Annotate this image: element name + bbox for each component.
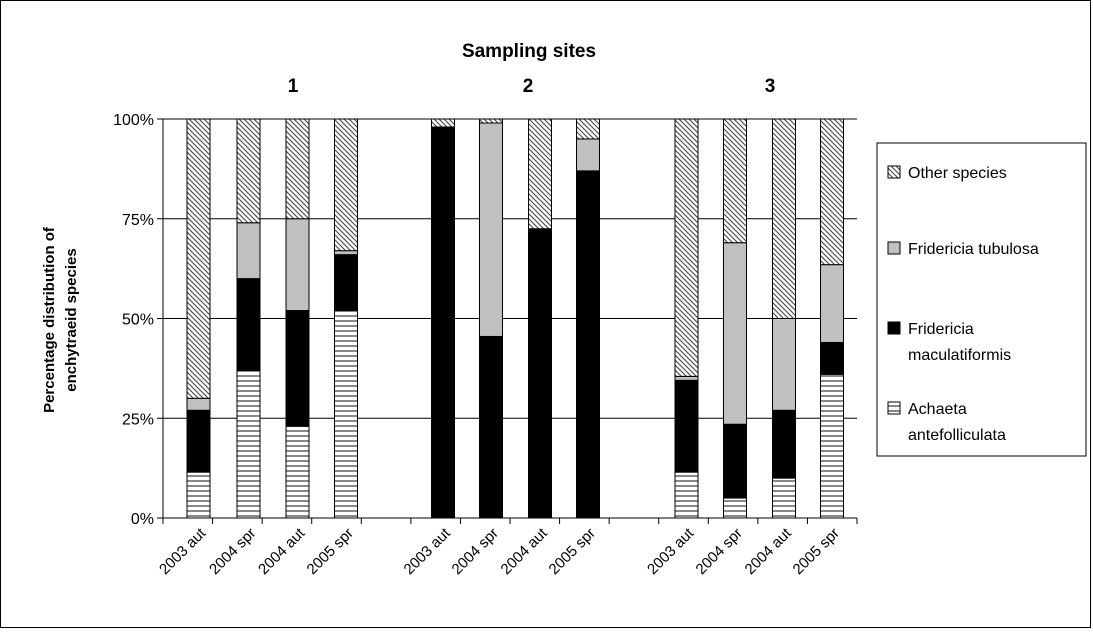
bar-segment-site1-2005-spr-solid <box>334 254 358 312</box>
bar-segment-site1-2005-spr-diag <box>334 118 358 252</box>
legend-label: Fridericia tubulosa <box>908 241 1039 258</box>
bar-segment-site1-2004-spr-hlines <box>236 369 261 519</box>
site-label-3: 3 <box>765 76 776 97</box>
legend-swatch-hlines <box>887 401 901 415</box>
bar-segment-site3-2003-aut-solid <box>674 379 699 473</box>
y-axis-label: Percentage distribution of enchytraeid sp… <box>41 226 80 413</box>
bar-segment-site1-2004-aut-hlines <box>285 425 310 519</box>
bar-segment-site3-2005-spr-solid <box>820 341 844 375</box>
bar-segment-site1-2003-aut-diag <box>186 118 211 399</box>
bar-segment-site2-2004-spr-solid <box>479 335 503 519</box>
x-tick-label: 2004 aut <box>742 524 796 578</box>
bar-segment-site3-2005-spr-hlines <box>820 373 844 519</box>
legend-swatch-gray <box>887 241 901 255</box>
y-axis-label-line: Percentage distribution of <box>41 226 58 413</box>
bar-segment-site3-2004-spr-gray <box>723 242 747 425</box>
x-tick-label: 2003 aut <box>401 524 455 578</box>
legend-label: Fridericia <box>908 321 974 338</box>
bar-segment-site1-2004-spr-diag <box>236 118 261 224</box>
bar-segment-site3-2004-spr-solid <box>723 423 747 499</box>
site-label-1: 1 <box>288 76 299 97</box>
chart-title: Sampling sites <box>462 41 596 62</box>
bar-segment-site1-2005-spr-hlines <box>334 310 358 519</box>
y-tick-label: 75% <box>122 212 154 229</box>
bar-segment-site3-2004-aut-gray <box>772 318 796 411</box>
y-tick-label: 50% <box>122 312 154 329</box>
x-tick-label: 2005 spr <box>304 525 357 578</box>
y-tick-label: 0% <box>131 511 154 528</box>
bar-segment-site2-2005-spr-solid <box>576 170 600 519</box>
bar-segment-site2-2005-spr-gray <box>576 138 600 172</box>
bar-segment-site3-2003-aut-diag <box>674 118 699 377</box>
bar-segment-site1-2003-aut-solid <box>186 409 211 473</box>
bar-segment-site3-2004-spr-diag <box>723 118 747 244</box>
legend-swatch-diag <box>887 165 901 179</box>
bar-segment-site1-2004-aut-diag <box>285 118 310 220</box>
y-axis-label-line: enchytraeid species <box>63 248 80 391</box>
bar-segment-site3-2005-spr-gray <box>820 264 844 343</box>
bar-segment-site3-2004-aut-hlines <box>772 477 796 519</box>
site-label-2: 2 <box>523 76 534 97</box>
legend-label: Achaeta <box>908 401 967 418</box>
bar-segment-site3-2004-spr-hlines <box>723 497 747 519</box>
legend-box <box>876 142 1087 457</box>
bar-segment-site3-2004-aut-diag <box>772 118 796 319</box>
bar-segment-site1-2004-spr-gray <box>236 222 261 280</box>
legend-swatch-solid <box>887 321 901 335</box>
bar-segment-site2-2005-spr-diag <box>576 118 600 140</box>
bar-segment-site3-2005-spr-diag <box>820 118 844 266</box>
bar-segment-site1-2004-spr-solid <box>236 278 261 371</box>
bar-segment-site2-2004-spr-gray <box>479 122 503 337</box>
x-tick-label: 2005 spr <box>546 525 599 578</box>
bar-segment-site1-2003-aut-hlines <box>186 471 211 519</box>
bar-segment-site2-2003-aut-solid <box>431 126 455 519</box>
x-tick-label: 2003 aut <box>644 524 698 578</box>
x-tick-label: 2004 spr <box>693 525 746 578</box>
bar-segment-site2-2003-aut-diag <box>431 118 455 128</box>
bar-segment-site2-2004-aut-diag <box>528 118 552 230</box>
bar-segment-site2-2004-aut-solid <box>528 228 552 519</box>
bar-segment-site1-2004-aut-gray <box>285 218 310 312</box>
bar-segment-site3-2003-aut-gray <box>674 375 699 381</box>
x-tick-label: 2004 aut <box>255 524 309 578</box>
x-tick-label: 2004 spr <box>206 525 259 578</box>
x-tick-label: 2004 aut <box>498 524 552 578</box>
bar-segment-site1-2004-aut-solid <box>285 310 310 427</box>
legend-label: Other species <box>908 165 1007 182</box>
bar-segment-site1-2005-spr-gray <box>334 250 358 256</box>
x-tick-label: 2003 aut <box>156 524 210 578</box>
y-tick-label: 25% <box>122 411 154 428</box>
bar-segment-site3-2004-aut-solid <box>772 409 796 479</box>
legend-label: antefolliculata <box>908 427 1006 444</box>
legend-label: maculatiformis <box>908 347 1011 364</box>
x-tick-label: 2004 spr <box>449 525 502 578</box>
x-tick-label: 2005 spr <box>790 525 843 578</box>
y-tick-label: 100% <box>113 112 154 129</box>
bar-segment-site1-2003-aut-gray <box>186 397 211 411</box>
bar-segment-site3-2003-aut-hlines <box>674 471 699 519</box>
bar-segment-site2-2004-spr-diag <box>479 118 503 124</box>
